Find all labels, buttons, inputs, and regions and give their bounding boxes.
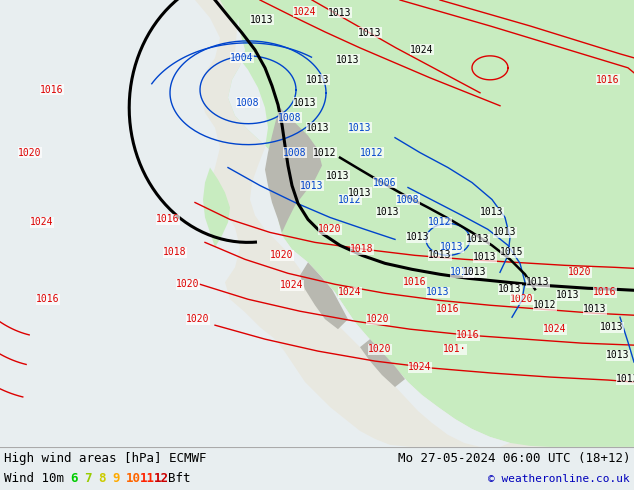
Text: 1004: 1004 [230,53,254,63]
Text: 1013: 1013 [526,277,550,287]
Text: 1013: 1013 [358,28,382,38]
Text: © weatheronline.co.uk: © weatheronline.co.uk [488,474,630,484]
Polygon shape [228,18,510,447]
Text: 1020: 1020 [318,224,342,234]
Text: 1013: 1013 [294,98,317,108]
Text: 1008: 1008 [236,98,260,108]
Text: 7: 7 [84,472,91,486]
Text: 1013: 1013 [616,374,634,384]
Text: 1013: 1013 [466,234,489,245]
Text: 10: 10 [126,472,141,486]
Text: 12: 12 [154,472,169,486]
Polygon shape [435,108,472,186]
Text: 1024: 1024 [410,45,434,55]
Polygon shape [220,0,634,447]
Polygon shape [203,168,230,247]
Text: 1020: 1020 [568,268,592,277]
Text: 1024: 1024 [543,324,567,334]
Text: 1013: 1013 [426,287,450,297]
Text: 1024: 1024 [30,218,54,227]
Text: 1013: 1013 [556,290,579,300]
Text: 1012: 1012 [360,147,384,158]
Polygon shape [360,339,405,387]
Text: 1016: 1016 [36,294,60,304]
Text: 1016: 1016 [593,287,617,297]
Text: 1013: 1013 [463,268,487,277]
Text: 1012: 1012 [533,300,557,310]
Text: 1016: 1016 [456,330,480,340]
Text: 1013: 1013 [306,122,330,133]
Text: 1013: 1013 [473,252,497,262]
Text: 1016: 1016 [436,304,460,314]
Text: 1020: 1020 [186,314,210,324]
Text: 1013: 1013 [348,122,372,133]
Text: 1020: 1020 [176,279,200,289]
Text: 1013: 1013 [301,180,324,191]
Text: 1020: 1020 [368,344,392,354]
Text: 1013: 1013 [406,232,430,243]
Text: 1024: 1024 [294,7,317,17]
Text: 1012: 1012 [450,268,474,277]
Text: 1013: 1013 [480,207,504,218]
Text: 1008: 1008 [396,195,420,204]
Text: 6: 6 [70,472,77,486]
Text: 1008: 1008 [283,147,307,158]
Text: 11: 11 [140,472,155,486]
Text: 1013: 1013 [493,227,517,238]
Text: 1018: 1018 [163,247,187,257]
Text: 101·: 101· [443,344,467,354]
Text: Wind 10m: Wind 10m [4,472,64,486]
Text: 1012: 1012 [339,195,362,204]
Text: 1006: 1006 [373,177,397,188]
Text: 1020: 1020 [510,294,534,304]
Text: 1013: 1013 [327,171,350,180]
Text: 1013: 1013 [606,350,630,360]
Text: 8: 8 [98,472,105,486]
Text: 1016: 1016 [40,85,64,95]
Polygon shape [300,262,348,329]
Text: 1013: 1013 [376,207,400,218]
Text: 1020: 1020 [270,250,294,260]
Text: 1012: 1012 [428,218,452,227]
Text: 1013: 1013 [600,322,624,332]
Text: High wind areas [hPa] ECMWF: High wind areas [hPa] ECMWF [4,452,207,466]
Polygon shape [265,108,322,232]
Text: 1013: 1013 [440,243,463,252]
Polygon shape [195,0,634,447]
Text: Mo 27-05-2024 06:00 UTC (18+12): Mo 27-05-2024 06:00 UTC (18+12) [398,452,630,466]
Text: 1013: 1013 [250,15,274,25]
Text: 1008: 1008 [278,113,302,122]
Text: 1020: 1020 [18,147,42,158]
Text: Bft: Bft [168,472,190,486]
Text: 1013: 1013 [328,8,352,18]
Text: 1016: 1016 [596,75,620,85]
Text: 1013: 1013 [336,55,359,65]
Text: 1024: 1024 [280,280,304,290]
Text: 1013: 1013 [428,250,452,260]
Text: 1015: 1015 [500,247,524,257]
Text: 9: 9 [112,472,119,486]
Text: 1012: 1012 [313,147,337,158]
Text: 1018: 1018 [350,245,374,254]
Text: 1013: 1013 [306,75,330,85]
Text: 1016: 1016 [403,277,427,287]
Text: 1020: 1020 [366,314,390,324]
Text: 1013: 1013 [498,284,522,294]
Text: 1024: 1024 [408,362,432,372]
Text: 1013: 1013 [348,188,372,197]
Text: 1013: 1013 [583,304,607,314]
Polygon shape [525,0,634,391]
Text: 1024: 1024 [339,287,362,297]
Text: 1016: 1016 [156,215,180,224]
